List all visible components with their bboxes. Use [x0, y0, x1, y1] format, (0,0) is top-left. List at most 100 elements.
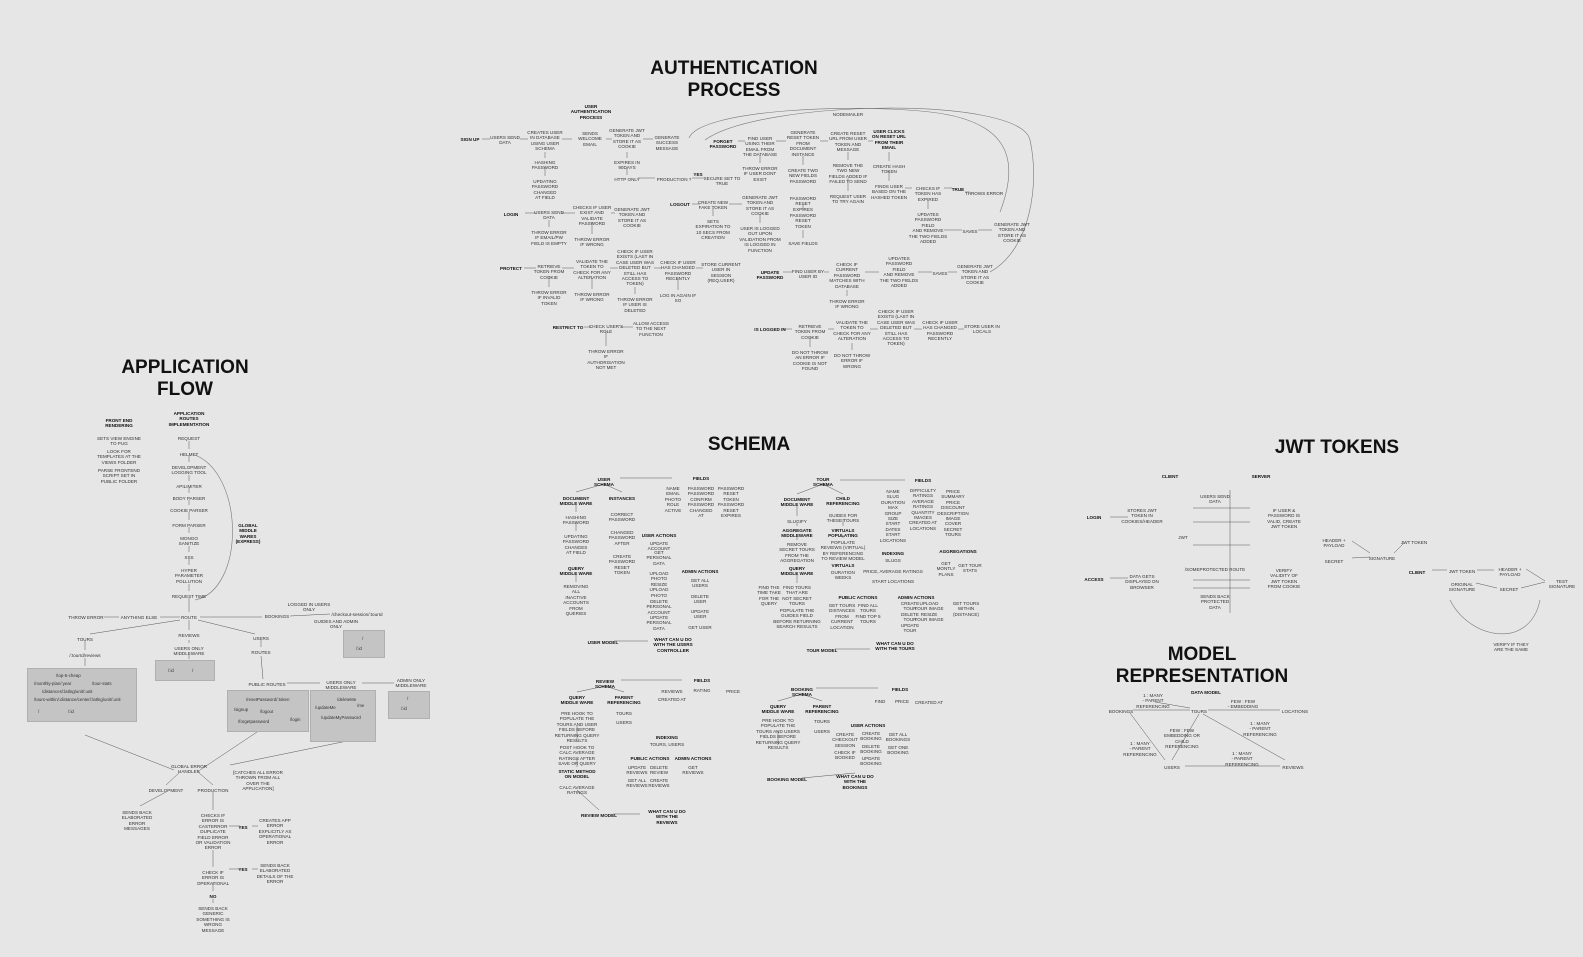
flow-node: LOG IN AGAIN IF SO — [659, 293, 697, 304]
flow-node: GET ALL USERS — [690, 578, 710, 589]
flow-node: LOCATIONS — [1281, 709, 1309, 714]
flow-node: QUERY MIDDLE WARE — [780, 566, 814, 577]
flow-node: CREATES APP ERROR EXPLICITLY AS OPERATIO… — [258, 818, 292, 845]
flow-node: CHECK USER'S ROLE — [588, 324, 624, 335]
flow-node: FIND USER USING THEIR EMAIL FROM THE DAT… — [742, 136, 778, 158]
flow-node: EXPIRES IN 90DAYS — [614, 160, 640, 171]
flow-node: PASSWORD RESET EXPIRES — [789, 196, 817, 212]
flow-node: PASSWORD RESET TOKEN — [789, 213, 817, 229]
flow-node: SLUGIFY — [787, 519, 807, 524]
heading-model-representation: MODEL REPRESENTATION — [1115, 644, 1289, 687]
flow-node: SECRET — [1499, 587, 1519, 592]
flow-node: CHECKS IF ERROR IS CASTERROR DUPLICATE F… — [195, 813, 231, 851]
flow-node: PRICE — [725, 689, 741, 694]
flow-node: SENDS BACK PROTECTED DATA — [1200, 594, 1230, 610]
flow-node: MONGO SANITIZE — [178, 536, 200, 547]
flow-node: CHECK IF BOOKED — [834, 750, 856, 761]
flow-node: PRICE, AVERAGE RATINGS — [863, 569, 923, 574]
flow-node: QUERY MIDDLE WARE — [560, 695, 594, 706]
flow-node: BODY PARSER — [172, 496, 206, 501]
flow-node: GENERATE JWT TOKEN AND STORE IT AS COOKI… — [957, 264, 993, 286]
flow-node: USERS SEND DATA — [1200, 494, 1230, 505]
flow-node: FEW : FEW - EMBEDDING — [1227, 699, 1259, 710]
flow-node: VALIDATE THE TOKEN TO CHECK FOR ANY ALTE… — [573, 259, 611, 281]
flow-node: DO NOT THROW AN ERROR IF COOKIE IS NOT F… — [791, 350, 829, 372]
flow-node: CREATE HASH TOKEN — [872, 164, 906, 175]
flow-node: THROWS ERROR — [964, 191, 1004, 196]
flow-node: PRE HOOK TO POPULATE THE TOURS AND USERS… — [755, 718, 801, 751]
flow-node: USERS ONLY MIDDLEWARE — [325, 680, 357, 691]
flow-node: TOURS, USERS — [649, 742, 685, 747]
flow-node: DELETE BOOKING — [860, 744, 882, 755]
route-group-box: /deleteMe/me/updateMe/updateMyPassword — [310, 690, 376, 742]
flow-node: GET USER — [688, 625, 712, 630]
flow-node: GET MONTLY PLANS — [936, 561, 956, 577]
flow-node: REMOVING ALL INACTIVE ACCOUNTS FROM QUER… — [563, 584, 589, 617]
flow-node: POPULATE THE GUIDES FIELD BEFORE RETURNI… — [773, 608, 821, 630]
flow-node: CHANGED PASSWORD AFTER — [608, 530, 636, 546]
flow-node: HTTP ONLY — [614, 177, 640, 182]
flow-node: QUERY MIDDLE WARE — [761, 704, 795, 715]
flow-node: REQUEST — [177, 436, 201, 441]
connector — [199, 729, 261, 771]
flow-node: XSS — [184, 555, 194, 560]
flow-node: UPDATING PASSWORD CHANGED AT FIELD — [531, 179, 559, 201]
flow-node: REMOVE SECRET TOURS FROM THE AGGREGATION — [779, 542, 815, 564]
flow-node: POST HOOK TO CALC AVERAGE RATINGS AFTER … — [558, 745, 596, 767]
flow-node: FIELDS — [891, 687, 909, 692]
flow-node: SENDS WELCOME EMAIL — [578, 131, 602, 147]
flow-node: POPULATE REVIEWS (VIRTUAL) BY REFERENCIN… — [820, 540, 866, 562]
flow-node: SENDS BACK ELABORATED ERROR MESSAGES — [121, 810, 153, 832]
flow-node: ROUTES — [251, 650, 271, 655]
flow-node: HELMET — [179, 452, 199, 457]
flow-node: SAVES — [932, 271, 948, 276]
flow-node: VIRTUALS — [831, 563, 855, 568]
flow-node: FIND TOURS THAT ARE NOT SECRET TOURS — [782, 585, 812, 607]
flow-node: UPDATE REVIEWS — [626, 765, 648, 776]
flow-node: LOGIN — [1086, 515, 1102, 520]
flow-node: VERIFY VALIDITY OF JWT TOKEN FROM COOKIE — [1267, 568, 1301, 590]
flow-node: PUBLIC ACTIONS — [838, 595, 878, 600]
flow-node: WHAT CAN U DO WITH THE REVIEWS — [648, 809, 686, 825]
route-path: /top-5-cheap — [56, 673, 81, 678]
flow-node: REQUEST USER TO TRY AGAIN — [829, 194, 867, 205]
route-group-box: /:id / — [155, 660, 215, 681]
flow-node: ACCESS — [1084, 577, 1104, 582]
flow-node: TOUR MODEL — [806, 648, 838, 653]
flow-node: UPLOAD PHOTO — [649, 571, 669, 582]
flow-node: USERS ONLY MIDDLEWARE — [173, 646, 205, 657]
connector — [289, 613, 331, 617]
route-path: / — [362, 636, 364, 641]
flow-node: STORE CURRENT USER IN SESSION (REQ.USER) — [701, 262, 741, 284]
route-group-box: //:id — [388, 691, 430, 719]
flow-node: USER ACTIONS — [850, 723, 886, 728]
flow-node: NO — [209, 894, 217, 899]
flow-node: CHECK IF USER EXISTS (LAST IN CASE USER … — [876, 309, 916, 347]
flow-node: DATA GETS DISPLAYED ON BROWSER — [1125, 574, 1159, 590]
flow-node: DATA MODEL — [1191, 690, 1221, 695]
flow-node: USER CLICKS ON RESET URL FROM THEIR EMAI… — [871, 129, 907, 151]
connector — [89, 619, 181, 635]
route-path: /updateMe — [315, 705, 336, 710]
flow-node: /SOMEPROTECTED ROUTE — [1184, 567, 1246, 572]
flow-node: SENDS BACK GENERIC SOMETHING IS WRONG ME… — [196, 906, 230, 933]
route-path: /updateMyPassword — [321, 715, 361, 720]
flow-node: USER MODEL — [587, 640, 619, 645]
route-path: /login — [290, 717, 301, 722]
flow-node: FIND USER BY USER ID — [791, 269, 825, 280]
flow-node: DOCUMENT MIDDLE WARE — [559, 496, 593, 507]
flow-node: GET ALL REVIEWS — [626, 778, 648, 789]
flow-node: HASHING PASSWORD — [531, 160, 559, 171]
flow-node: DO NOT THROW ERROR IF WRONG — [833, 353, 871, 369]
flow-node: 1 : MANY - PARENT REFERENCING — [1225, 751, 1259, 767]
flow-node: CREATE RESET URL FROM USER TOKEN AND MES… — [829, 131, 867, 153]
flow-node: JWT — [1178, 535, 1188, 540]
flow-node: AGGREGATIONS — [939, 549, 977, 554]
flow-node: FORM PARSER — [172, 523, 206, 528]
flow-node: START LOCATIONS — [871, 579, 915, 584]
flow-node: INSTANCES — [608, 496, 636, 501]
flow-node: IS LOGGED IN — [754, 327, 786, 332]
flow-node: NAME EMAIL PHOTO ROLE ACTIVE — [664, 486, 682, 513]
connector — [1475, 582, 1498, 589]
